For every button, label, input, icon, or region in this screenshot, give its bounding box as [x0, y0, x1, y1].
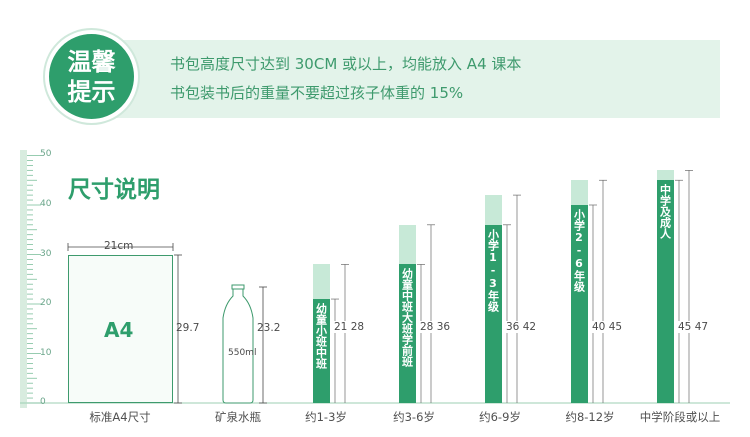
bottle-height-label: 23.2 [257, 322, 281, 334]
range-label-p1: 36 42 [505, 321, 538, 333]
tip-line-2: 书包装书后的重量不要超过孩子体重的 15% [170, 84, 464, 102]
axis-tick-40: 40 [40, 199, 52, 209]
category-label-age-3-6: 约3-6岁 [393, 410, 435, 424]
column-fill-p1 [484, 224, 502, 403]
column-fill-k1 [312, 299, 330, 403]
a4-height-label: 29.7 [176, 322, 200, 334]
category-label-a4: 标准A4尺寸 [89, 410, 151, 424]
column-text-p1: 小学1-3年级 [486, 228, 500, 312]
category-label-bottle: 矿泉水瓶 [215, 410, 261, 424]
a4-label: A4 [104, 318, 134, 342]
axis-tick-50: 50 [40, 149, 52, 159]
tip-banner [100, 40, 720, 118]
column-text-ms: 中学及成人 [658, 184, 672, 240]
column-fill-p2 [570, 205, 588, 403]
tip-badge-line1: 温馨 [67, 47, 116, 76]
tip-badge: 温馨 提示 [45, 30, 138, 123]
range-label-ms: 45 47 [677, 321, 710, 333]
range-label-k1: 21 28 [333, 321, 366, 333]
range-label-k2: 28 36 [419, 321, 452, 333]
column-text-k2: 幼童中班大班学前班 [400, 268, 414, 368]
column-text-p2: 小学2-6年级 [572, 209, 586, 292]
bottle-volume: 550ml [228, 348, 257, 358]
column-fill-k2 [398, 264, 416, 403]
section-title: 尺寸说明 [68, 177, 160, 203]
range-label-p2: 40 45 [591, 321, 624, 333]
ruler-strip [20, 150, 27, 408]
axis-tick-10: 10 [40, 348, 52, 358]
category-label-age-1-3: 约1-3岁 [305, 410, 347, 424]
axis-tick-30: 30 [40, 249, 52, 259]
column-text-k1: 幼童小班中班 [314, 303, 328, 370]
category-label-age-6-9: 约6-9岁 [479, 410, 521, 424]
tip-badge-line2: 提示 [67, 77, 116, 106]
tip-line-1: 书包高度尺寸达到 30CM 或以上，均能放入 A4 课本 [170, 55, 522, 73]
a4-paper [68, 255, 173, 403]
column-fill-ms [656, 180, 674, 403]
axis-tick-0: 0 [40, 397, 46, 407]
category-label-age-8-12: 约8-12岁 [565, 410, 615, 424]
category-label-middle-school: 中学阶段或以上 [639, 410, 721, 424]
a4-width-label: 21cm [104, 240, 134, 252]
axis-tick-20: 20 [40, 298, 52, 308]
